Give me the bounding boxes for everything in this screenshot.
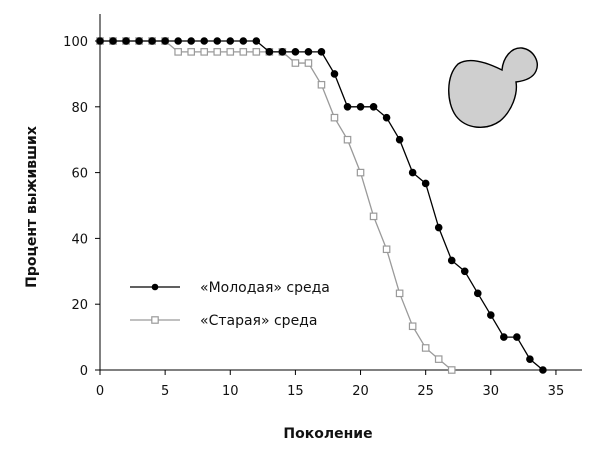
x-tick-label: 35 bbox=[548, 384, 565, 399]
data-point bbox=[174, 37, 182, 45]
data-point bbox=[460, 267, 469, 276]
x-tick-label: 20 bbox=[352, 384, 369, 399]
data-point bbox=[265, 48, 274, 56]
legend-marker bbox=[151, 316, 159, 324]
data-point bbox=[304, 59, 313, 67]
legend-label: «Молодая» среда bbox=[200, 280, 330, 296]
data-point bbox=[369, 103, 378, 111]
data-point bbox=[148, 37, 156, 45]
data-point bbox=[447, 256, 456, 265]
data-point bbox=[291, 59, 300, 67]
y-tick-label: 20 bbox=[71, 298, 88, 313]
data-point bbox=[343, 135, 352, 144]
data-point bbox=[187, 48, 195, 56]
budding-yeast-cell bbox=[448, 47, 538, 128]
data-point bbox=[226, 37, 235, 45]
y-tick-label: 60 bbox=[71, 167, 88, 182]
data-point bbox=[200, 37, 209, 45]
data-point bbox=[174, 48, 182, 56]
legend-marker bbox=[151, 283, 159, 291]
data-point bbox=[356, 168, 365, 177]
x-tick-label: 5 bbox=[161, 384, 169, 399]
x-tick-label: 0 bbox=[96, 384, 104, 399]
data-point bbox=[252, 48, 261, 56]
data-point bbox=[109, 37, 117, 45]
data-point bbox=[304, 48, 313, 56]
data-point bbox=[317, 48, 326, 56]
data-point bbox=[539, 366, 547, 374]
data-point bbox=[317, 80, 326, 89]
x-tick-label: 10 bbox=[222, 384, 239, 399]
x-axis-title: Поколение bbox=[283, 426, 372, 442]
axis-titles: Поколение Процент выживших bbox=[24, 126, 373, 442]
legend-entry: «Старая» среда bbox=[130, 313, 317, 329]
data-point bbox=[526, 355, 534, 363]
data-point bbox=[447, 366, 456, 374]
illustration bbox=[448, 47, 538, 128]
data-point bbox=[239, 37, 248, 45]
series-young-medium bbox=[96, 37, 547, 374]
data-point bbox=[200, 48, 209, 56]
x-tick-label: 15 bbox=[287, 384, 304, 399]
data-point bbox=[278, 48, 287, 56]
legend: «Молодая» среда «Старая» среда bbox=[130, 280, 330, 329]
data-point bbox=[513, 333, 521, 341]
data-point bbox=[421, 179, 430, 188]
data-point bbox=[395, 289, 404, 298]
data-point bbox=[369, 212, 378, 221]
y-tick-label: 100 bbox=[63, 35, 88, 50]
legend-entry: «Молодая» среда bbox=[130, 280, 330, 296]
data-point bbox=[395, 135, 404, 144]
legend-label: «Старая» среда bbox=[200, 313, 317, 329]
data-point bbox=[421, 344, 430, 352]
data-point bbox=[239, 48, 248, 56]
x-tick-label: 30 bbox=[483, 384, 500, 399]
data-point bbox=[356, 103, 365, 111]
y-tick-label: 40 bbox=[71, 232, 88, 247]
data-point bbox=[226, 48, 235, 56]
data-point bbox=[473, 289, 482, 298]
data-point bbox=[122, 37, 130, 45]
data-point bbox=[187, 37, 195, 45]
y-axis-title: Процент выживших bbox=[24, 126, 40, 288]
data-point bbox=[161, 37, 169, 45]
data-point bbox=[96, 37, 104, 45]
x-tick-label: 25 bbox=[417, 384, 434, 399]
data-point bbox=[500, 333, 508, 341]
data-point bbox=[487, 311, 495, 319]
data-point bbox=[343, 103, 352, 111]
data-point bbox=[135, 37, 143, 45]
y-tick-label: 0 bbox=[80, 364, 88, 379]
y-tick-label: 80 bbox=[71, 101, 88, 116]
data-point bbox=[434, 223, 443, 232]
data-point bbox=[330, 113, 339, 122]
data-point bbox=[213, 48, 222, 56]
data-point bbox=[434, 355, 443, 363]
data-point bbox=[213, 37, 222, 45]
axes: 0 5 10 15 20 25 30 35 0 20 40 60 80 100 bbox=[63, 14, 582, 399]
data-point bbox=[252, 37, 261, 45]
data-point bbox=[330, 70, 339, 78]
series-layer bbox=[96, 37, 547, 374]
data-point bbox=[291, 48, 300, 56]
data-point bbox=[408, 322, 417, 331]
data-point bbox=[408, 168, 417, 177]
data-point bbox=[382, 245, 391, 254]
data-point bbox=[382, 113, 391, 122]
